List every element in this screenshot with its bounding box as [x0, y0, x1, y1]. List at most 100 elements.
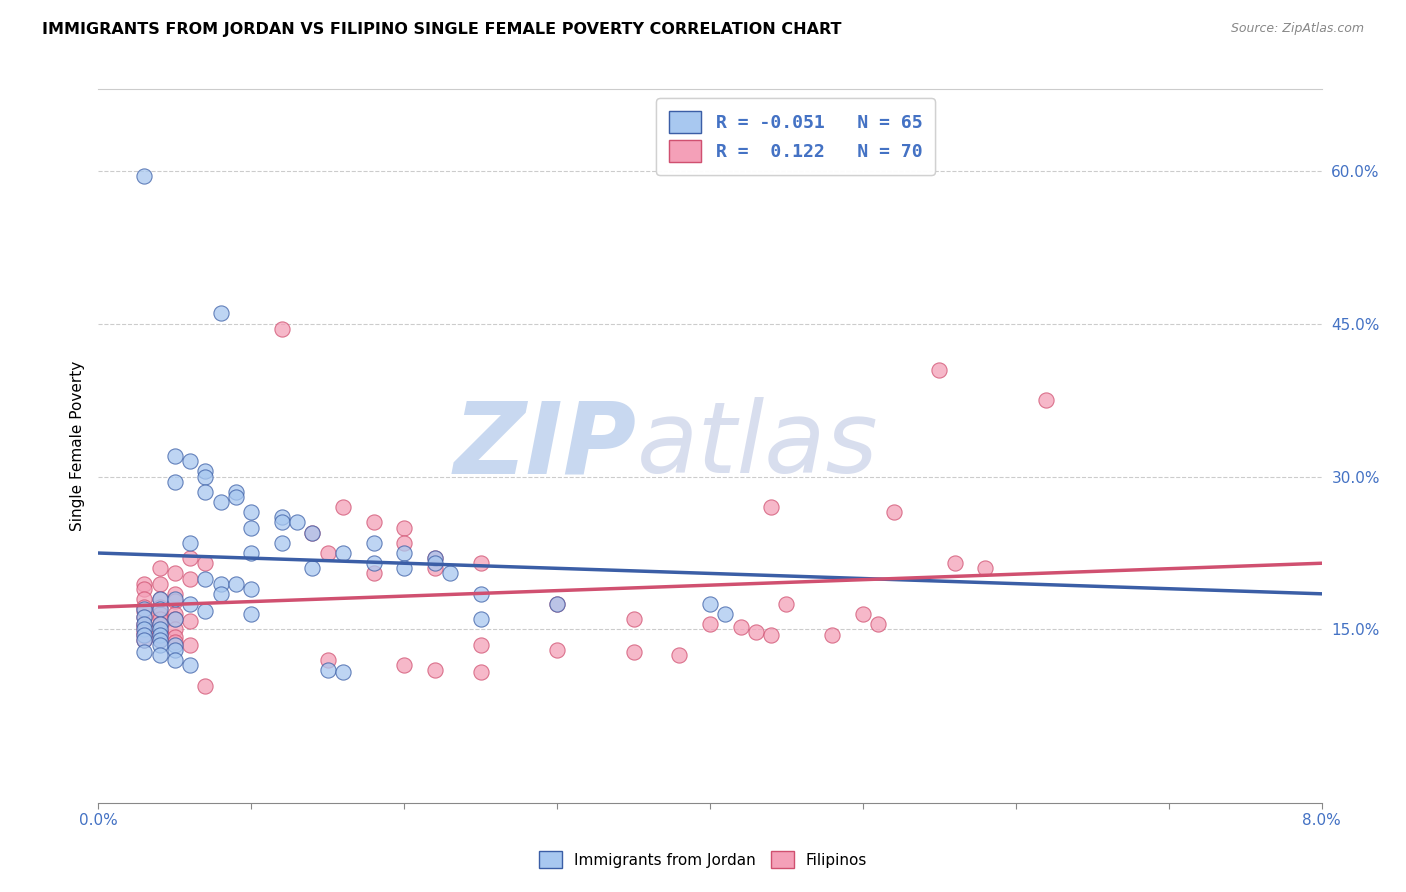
Point	[546, 597, 568, 611]
Point	[149, 591, 172, 606]
Point	[270, 322, 294, 336]
Point	[179, 454, 201, 468]
Point	[225, 484, 247, 499]
Point	[316, 663, 339, 677]
Point	[363, 556, 385, 570]
Point	[163, 449, 186, 463]
Point	[194, 469, 217, 483]
Point	[470, 556, 492, 570]
Point	[209, 587, 232, 601]
Point	[149, 617, 172, 632]
Point	[163, 643, 186, 657]
Point	[270, 510, 294, 524]
Point	[194, 465, 217, 479]
Point	[470, 665, 492, 680]
Point	[974, 561, 997, 575]
Point	[240, 520, 263, 534]
Point	[943, 556, 966, 570]
Y-axis label: Single Female Poverty: Single Female Poverty	[69, 361, 84, 531]
Point	[163, 594, 186, 608]
Point	[423, 556, 446, 570]
Point	[821, 627, 844, 641]
Point	[134, 620, 156, 634]
Point	[194, 572, 217, 586]
Point	[270, 536, 294, 550]
Point	[163, 607, 186, 622]
Point	[134, 627, 156, 641]
Point	[194, 604, 217, 618]
Point	[332, 665, 354, 680]
Point	[363, 566, 385, 581]
Point	[134, 169, 156, 183]
Point	[759, 500, 782, 515]
Point	[439, 566, 461, 581]
Point	[163, 630, 186, 644]
Text: atlas: atlas	[637, 398, 879, 494]
Point	[163, 653, 186, 667]
Point	[668, 648, 690, 662]
Point	[392, 546, 416, 560]
Point	[470, 587, 492, 601]
Point	[316, 546, 339, 560]
Point	[149, 624, 172, 639]
Point	[134, 632, 156, 647]
Legend: Immigrants from Jordan, Filipinos: Immigrants from Jordan, Filipinos	[531, 844, 875, 875]
Point	[163, 587, 186, 601]
Text: Source: ZipAtlas.com: Source: ZipAtlas.com	[1230, 22, 1364, 36]
Point	[134, 645, 156, 659]
Point	[163, 612, 186, 626]
Point	[149, 591, 172, 606]
Point	[194, 556, 217, 570]
Legend: R = -0.051   N = 65, R =  0.122   N = 70: R = -0.051 N = 65, R = 0.122 N = 70	[657, 98, 935, 175]
Point	[332, 546, 354, 560]
Point	[225, 576, 247, 591]
Point	[301, 525, 323, 540]
Point	[134, 610, 156, 624]
Point	[332, 500, 354, 515]
Point	[363, 536, 385, 550]
Point	[392, 561, 416, 575]
Point	[134, 591, 156, 606]
Point	[163, 612, 186, 626]
Point	[163, 623, 186, 637]
Point	[134, 623, 156, 637]
Point	[423, 551, 446, 566]
Point	[179, 597, 201, 611]
Point	[546, 597, 568, 611]
Point	[149, 600, 172, 615]
Point	[149, 561, 172, 575]
Point	[209, 576, 232, 591]
Point	[928, 362, 950, 376]
Point	[163, 638, 186, 652]
Point	[134, 617, 156, 632]
Point	[699, 617, 721, 632]
Point	[868, 617, 890, 632]
Point	[163, 634, 186, 648]
Point	[149, 638, 172, 652]
Point	[392, 658, 416, 673]
Point	[134, 632, 156, 647]
Point	[149, 632, 172, 647]
Point	[240, 582, 263, 596]
Text: ZIP: ZIP	[454, 398, 637, 494]
Point	[301, 561, 323, 575]
Point	[470, 638, 492, 652]
Point	[883, 505, 905, 519]
Point	[209, 306, 232, 320]
Point	[546, 643, 568, 657]
Point	[1035, 393, 1057, 408]
Point	[149, 612, 172, 626]
Point	[363, 516, 385, 530]
Point	[149, 576, 172, 591]
Point	[759, 627, 782, 641]
Point	[179, 572, 201, 586]
Point	[623, 612, 645, 626]
Point	[699, 597, 721, 611]
Point	[149, 602, 172, 616]
Point	[423, 663, 446, 677]
Point	[149, 623, 172, 637]
Point	[149, 607, 172, 622]
Point	[194, 484, 217, 499]
Point	[163, 591, 186, 606]
Point	[270, 516, 294, 530]
